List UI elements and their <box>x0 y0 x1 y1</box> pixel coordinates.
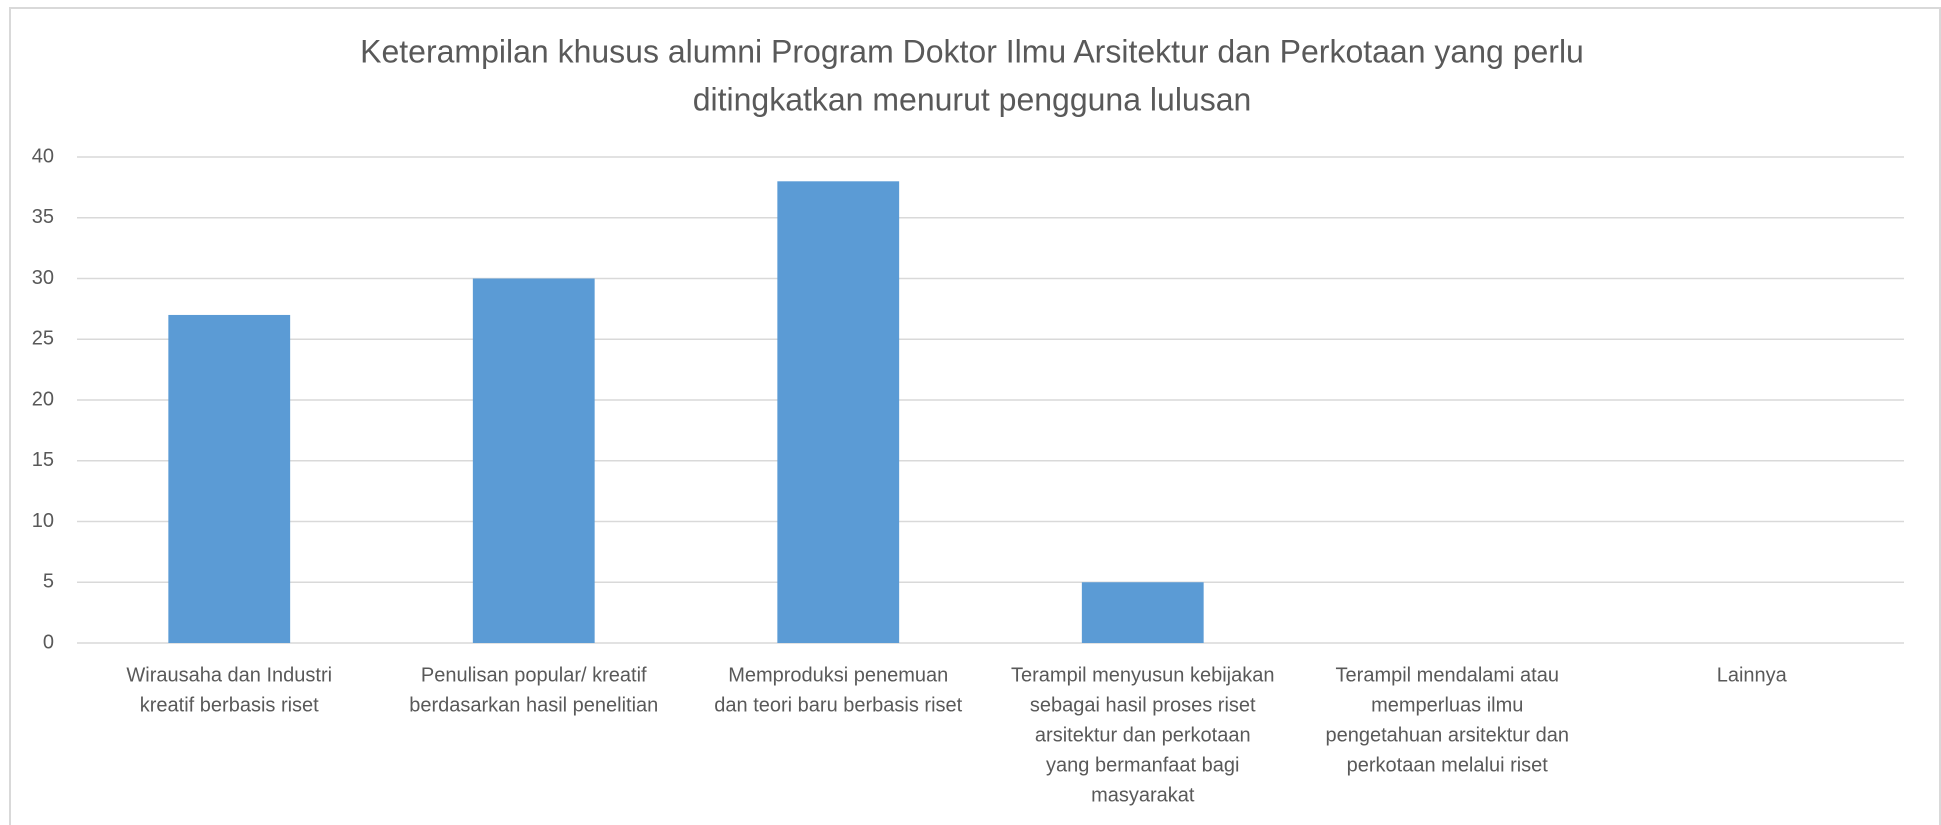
x-tick-label: Memproduksi penemuan <box>728 664 948 686</box>
bar <box>168 314 291 643</box>
bar <box>1081 582 1204 643</box>
x-tick-label: pengetahuan arsitektur dan <box>1325 724 1569 746</box>
y-tick-label: 35 <box>32 206 54 228</box>
x-tick-label: perkotaan melalui riset <box>1347 754 1549 776</box>
x-tick-label: Lainnya <box>1717 664 1788 686</box>
x-tick-label: dan teori baru berbasis riset <box>714 694 962 716</box>
y-tick-label: 25 <box>32 328 54 350</box>
x-tick-label: Terampil mendalami atau <box>1336 664 1559 686</box>
chart-title: Keterampilan khusus alumni Program Dokto… <box>360 33 1584 69</box>
y-tick-label: 20 <box>32 388 54 410</box>
bar <box>777 181 900 644</box>
bar <box>472 278 595 643</box>
x-tick-label: sebagai hasil proses riset <box>1030 694 1256 716</box>
x-tick-label: kreatif berbasis riset <box>140 694 319 716</box>
x-tick-label: Penulisan popular/ kreatif <box>421 664 647 686</box>
x-tick-label: arsitektur dan perkotaan <box>1035 724 1251 746</box>
y-tick-label: 40 <box>32 145 54 167</box>
x-tick-label: Wirausaha dan Industri <box>126 664 332 686</box>
x-tick-label: memperluas ilmu <box>1371 694 1523 716</box>
y-tick-label: 10 <box>32 510 54 532</box>
y-tick-label: 30 <box>32 267 54 289</box>
y-tick-label: 0 <box>43 631 54 653</box>
x-tick-label: Terampil menyusun kebijakan <box>1011 664 1274 686</box>
x-tick-label: masyarakat <box>1091 784 1195 806</box>
y-tick-label: 15 <box>32 449 54 471</box>
x-tick-label: yang bermanfaat bagi <box>1046 754 1239 776</box>
y-tick-label: 5 <box>43 571 54 593</box>
chart-border <box>9 7 1941 825</box>
x-tick-label: berdasarkan hasil penelitian <box>409 694 658 716</box>
chart-title: ditingkatkan menurut pengguna lulusan <box>693 81 1252 117</box>
